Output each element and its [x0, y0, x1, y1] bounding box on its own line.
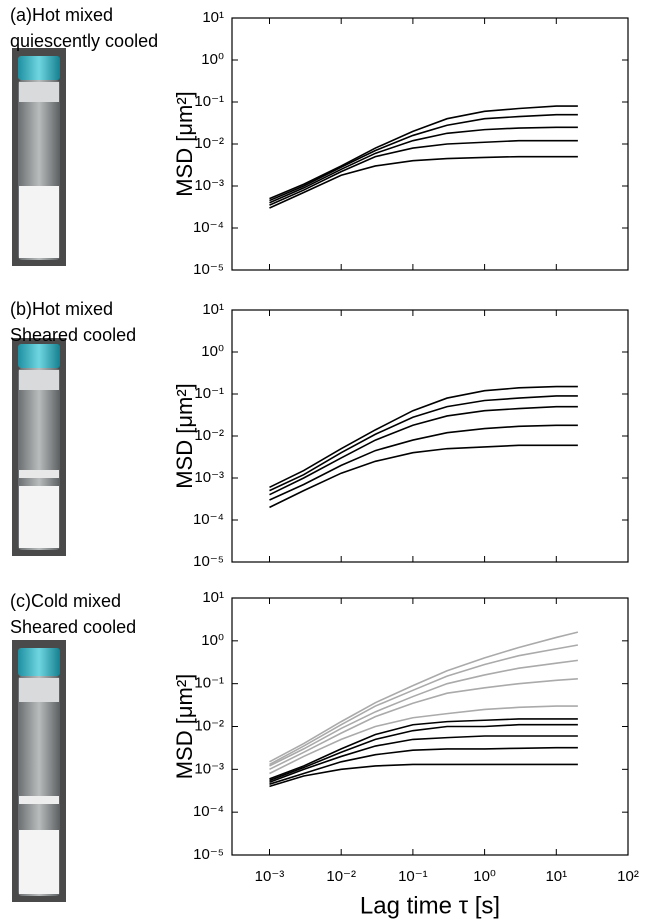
y-tick-label: 10¹	[202, 589, 224, 606]
y-tick-label: 10⁻⁵	[193, 553, 224, 570]
y-tick-label: 10⁰	[201, 343, 224, 360]
x-tick-label: 10⁰	[473, 868, 496, 885]
y-tick-label: 10⁻²	[194, 135, 224, 152]
msd-curve	[269, 155, 578, 209]
curves	[269, 105, 578, 209]
x-tick-label: 10⁻³	[255, 868, 285, 885]
msd-curve	[269, 113, 578, 202]
y-tick-label: 10⁻²	[194, 717, 224, 734]
x-tick-label: 10⁻²	[326, 868, 356, 885]
msd-curve	[269, 126, 578, 204]
plot-frame	[231, 597, 629, 856]
msd-curve	[269, 405, 578, 496]
y-axis-label: MSD [μm²]	[172, 383, 197, 489]
msd-curve	[269, 631, 579, 763]
msd-curve	[269, 746, 578, 785]
msd-curve	[269, 705, 578, 775]
msd-curve	[269, 139, 578, 206]
panel-annotation: Sheared cooled	[10, 325, 136, 345]
y-tick-label: 10⁻⁵	[193, 261, 224, 278]
panel-annotation: (b)Hot mixed	[10, 299, 113, 319]
x-tick-label: 10¹	[545, 868, 567, 885]
msd-curve	[269, 677, 578, 771]
msd-curve	[269, 444, 578, 509]
panel-annotation: (a)Hot mixed	[10, 5, 113, 25]
y-tick-label: 10⁻³	[194, 469, 224, 486]
msd-curve	[269, 723, 578, 782]
y-tick-label: 10⁻³	[194, 177, 224, 194]
vial-photo-a	[12, 48, 66, 266]
y-tick-label: 10⁻⁵	[193, 846, 224, 863]
y-tick-label: 10⁻⁴	[193, 219, 224, 236]
y-tick-label: 10¹	[202, 9, 224, 26]
x-tick-label: 10⁻¹	[398, 868, 428, 885]
msd-curve	[269, 718, 578, 780]
msd-curve	[269, 395, 578, 492]
y-tick-label: 10⁻⁴	[193, 511, 224, 528]
y-tick-label: 10¹	[202, 301, 224, 318]
y-tick-label: 10⁻⁴	[193, 803, 224, 820]
y-tick-label: 10⁰	[201, 632, 224, 649]
curves	[269, 631, 579, 788]
panel-annotation: (c)Cold mixed	[10, 591, 121, 611]
msd-curve	[269, 424, 578, 501]
y-tick-label: 10⁻¹	[194, 675, 224, 692]
msd-curve	[269, 105, 578, 200]
msd-curve	[269, 735, 578, 783]
panel-annotation: quiescently cooled	[10, 31, 158, 51]
plot-frame	[231, 17, 629, 271]
x-axis-label: Lag time τ [s]	[360, 892, 500, 919]
y-tick-label: 10⁻¹	[194, 385, 224, 402]
y-tick-label: 10⁻³	[194, 760, 224, 777]
vial-photo-c	[12, 640, 66, 902]
msd-curve	[269, 763, 578, 788]
curves	[269, 385, 578, 509]
panel-annotation: Sheared cooled	[10, 617, 136, 637]
vial-photo-b	[12, 338, 66, 556]
panel: (b)Hot mixed Sheared cooled MSD [μm²] 10⁻⁵ 1…	[10, 299, 629, 570]
y-tick-label: 10⁻¹	[194, 93, 224, 110]
x-tick-label: 10²	[617, 868, 639, 885]
y-tick-label: 10⁰	[201, 51, 224, 68]
y-axis-label: MSD [μm²]	[172, 91, 197, 197]
msd-curve	[269, 385, 578, 489]
msd-curve	[269, 659, 578, 767]
msd-curve	[269, 644, 579, 766]
y-axis-label: MSD [μm²]	[172, 674, 197, 780]
y-tick-label: 10⁻²	[194, 427, 224, 444]
panel: (c)Cold mixed Sheared cooled MSD [μm²] 10⁻⁵…	[10, 589, 639, 919]
